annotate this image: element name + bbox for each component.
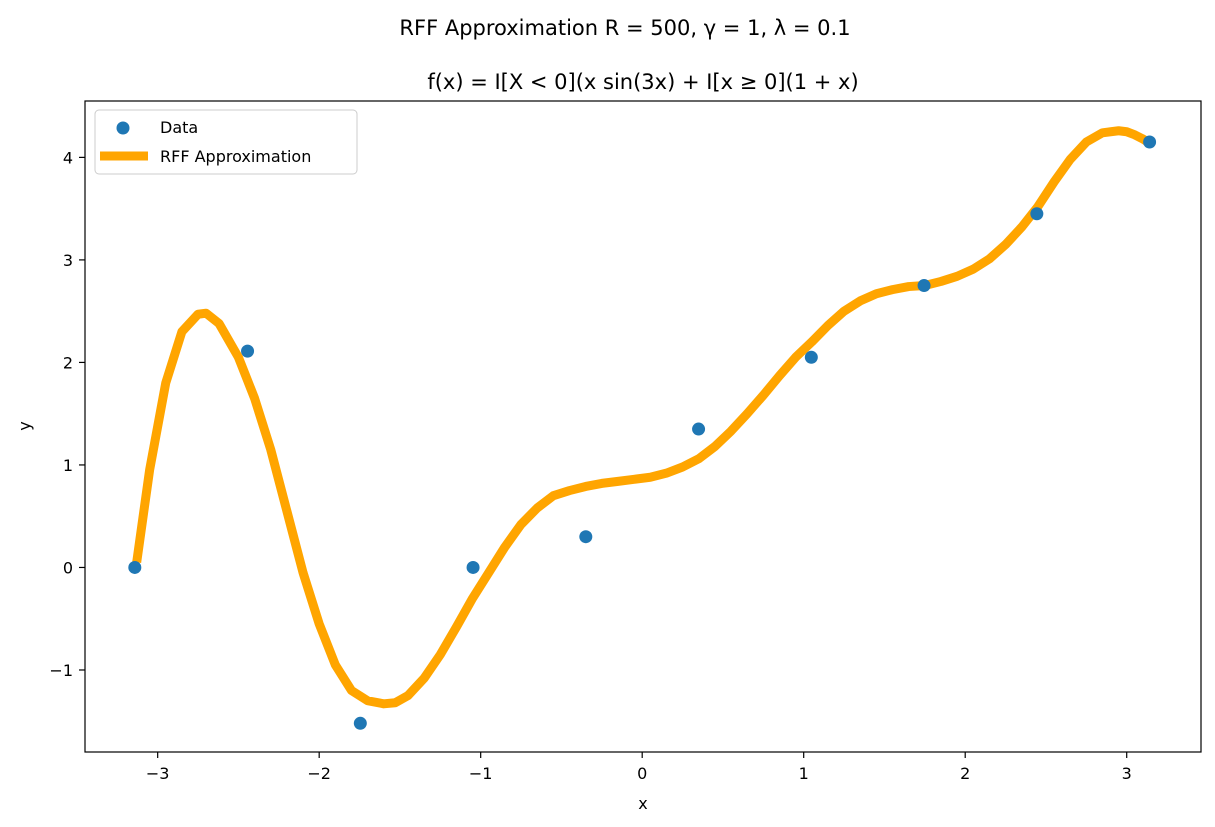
legend-label-rff: RFF Approximation — [160, 147, 311, 166]
y-tick-label: 0 — [63, 558, 73, 577]
y-tick-label: 3 — [63, 251, 73, 270]
axis-ticks: −3 −2 −1 0 1 2 3 −1 0 1 2 3 4 — [49, 148, 1131, 783]
figure-suptitle: RFF Approximation R = 500, γ = 1, λ = 0.… — [399, 16, 850, 40]
x-tick-label: −2 — [307, 764, 331, 783]
legend-marker-data — [116, 121, 130, 135]
series-line-rff-approximation — [132, 126, 1154, 709]
data-point — [466, 560, 480, 574]
chart-title: f(x) = I[X < 0](x sin(3x) + I[x ≥ 0](1 +… — [427, 70, 858, 94]
data-point — [128, 560, 142, 574]
x-tick-label: 3 — [1122, 764, 1132, 783]
y-tick-label: 2 — [63, 353, 73, 372]
data-point — [917, 279, 931, 293]
data-point — [1143, 135, 1157, 149]
x-axis-label: x — [638, 794, 647, 813]
legend-box — [94, 109, 358, 175]
plot-frame — [84, 100, 1202, 753]
data-point — [353, 716, 367, 730]
data-point — [692, 422, 706, 436]
x-tick-label: 0 — [637, 764, 647, 783]
x-tick-label: 1 — [799, 764, 809, 783]
y-tick-label: 4 — [63, 148, 73, 167]
legend: Data RFF Approximation — [94, 109, 358, 175]
plot-area — [85, 101, 1201, 752]
x-tick-label: 2 — [960, 764, 970, 783]
x-tick-label: −3 — [146, 764, 170, 783]
x-tick-label: −1 — [469, 764, 493, 783]
legend-label-data: Data — [160, 118, 198, 137]
y-tick-label: 1 — [63, 456, 73, 475]
y-tick-label: −1 — [49, 661, 73, 680]
data-point — [241, 344, 255, 358]
plot-background — [85, 101, 1201, 752]
data-point — [579, 530, 593, 544]
data-point — [1030, 207, 1044, 221]
y-axis-label: y — [15, 421, 34, 430]
chart-marks — [128, 126, 1157, 730]
data-point — [804, 350, 818, 364]
